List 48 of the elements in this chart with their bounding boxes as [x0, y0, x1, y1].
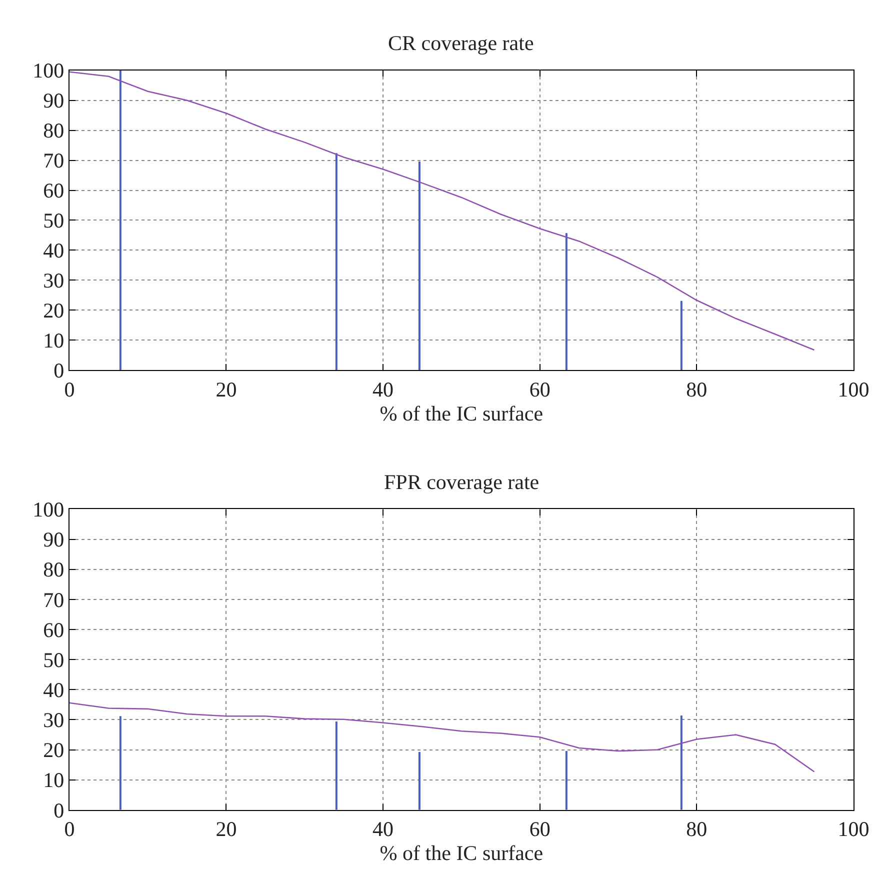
x-tick-label: 100 [838, 817, 870, 842]
y-tick-label: 10 [43, 768, 64, 792]
y-tick-label: 50 [43, 648, 64, 672]
bar [680, 300, 682, 370]
x-tick-label: 40 [372, 817, 394, 842]
x-tick-label: 80 [686, 377, 708, 402]
x-axis-title: % of the IC surface [380, 841, 544, 866]
bar [119, 70, 122, 370]
y-tick-label: 20 [43, 298, 64, 322]
line-series [69, 702, 815, 772]
x-tick-label: 100 [838, 377, 870, 402]
y-tick-label: 50 [43, 208, 64, 233]
bar [565, 750, 568, 810]
y-tick-label: 30 [43, 708, 64, 732]
y-tick-label: 100 [32, 58, 64, 83]
y-tick-label: 100 [32, 498, 64, 522]
y-tick-label: 30 [43, 268, 64, 293]
y-tick-label: 90 [43, 528, 64, 552]
y-tick-label: 60 [43, 618, 64, 642]
y-tick-label: 20 [43, 738, 64, 762]
chart-title: CR coverage rate [388, 31, 534, 55]
bar [565, 233, 568, 370]
y-tick-label: 90 [43, 88, 64, 113]
chart-title: FPR coverage rate [384, 470, 540, 494]
bar [418, 161, 420, 370]
y-tick-label: 40 [43, 238, 64, 263]
y-tick-label: 70 [43, 148, 64, 173]
bar [335, 722, 338, 810]
y-tick-label: 80 [43, 118, 64, 143]
x-tick-label: 80 [686, 817, 708, 842]
y-tick-label: 0 [54, 358, 64, 382]
y-tick-label: 60 [43, 178, 64, 203]
x-tick-label: 20 [216, 817, 237, 842]
y-tick-label: 40 [43, 678, 64, 702]
bar [418, 752, 420, 810]
y-tick-label: 0 [54, 798, 64, 822]
x-tick-label: 20 [216, 377, 237, 402]
y-tick-label: 80 [43, 558, 64, 582]
y-tick-label: 70 [43, 588, 64, 612]
y-tick-label: 10 [43, 328, 64, 352]
x-axis-title: % of the IC surface [380, 401, 544, 426]
x-tick-label: 40 [372, 377, 394, 402]
bar [680, 715, 682, 810]
line-series [69, 71, 815, 351]
bar [335, 153, 338, 370]
x-tick-label: 60 [529, 377, 550, 402]
bar [119, 716, 122, 810]
x-tick-label: 60 [529, 817, 550, 842]
